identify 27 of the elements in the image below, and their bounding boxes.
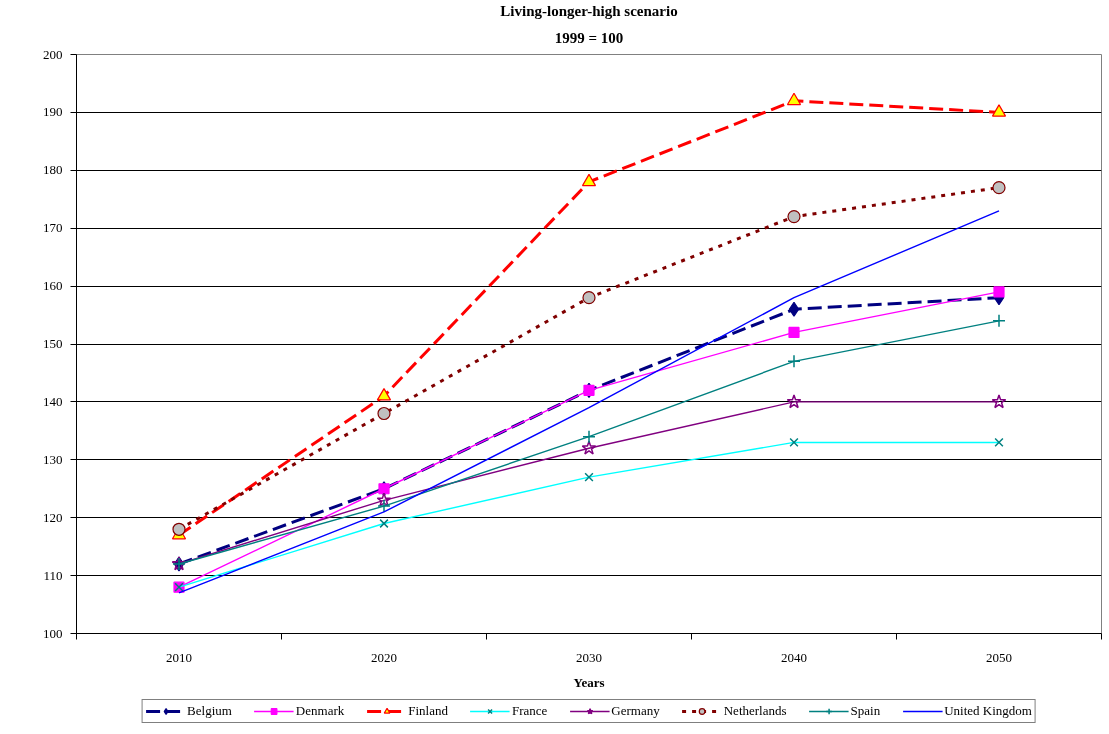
y-tick-label: 150 <box>43 336 63 351</box>
x-tick-label: 2050 <box>986 649 1012 665</box>
y-tick-label: 170 <box>43 220 63 236</box>
y-tick-label: 120 <box>43 509 63 525</box>
legend-label: Netherlands <box>723 703 787 719</box>
legend-label: Spain <box>850 703 881 719</box>
legend-label: France <box>511 703 548 719</box>
legend-label: Finland <box>408 703 448 719</box>
y-tick-label: 180 <box>43 162 63 178</box>
y-tick-label: 130 <box>43 451 63 467</box>
legend-label: Belgium <box>187 703 232 719</box>
legend-label: Germany <box>611 703 660 719</box>
x-axis-title: Years <box>573 674 605 690</box>
x-tick-label: 2010 <box>166 649 192 665</box>
y-tick-label: 140 <box>43 393 63 409</box>
y-tick-label: 160 <box>43 278 63 294</box>
legend-label: United Kingdom <box>944 703 1032 719</box>
x-tick-label: 2030 <box>576 649 602 665</box>
y-tick-label: 110 <box>43 567 63 583</box>
chart-title: Living-longer-high scenario <box>500 2 678 19</box>
chart-subtitle: 1999 = 100 <box>554 29 624 46</box>
y-tick-label: 190 <box>43 104 63 120</box>
x-tick-label: 2040 <box>781 649 807 665</box>
y-tick-label: 100 <box>43 625 63 641</box>
x-tick-label: 2020 <box>371 649 397 665</box>
legend-label: Denmark <box>295 703 345 719</box>
y-tick-label: 200 <box>43 46 63 62</box>
